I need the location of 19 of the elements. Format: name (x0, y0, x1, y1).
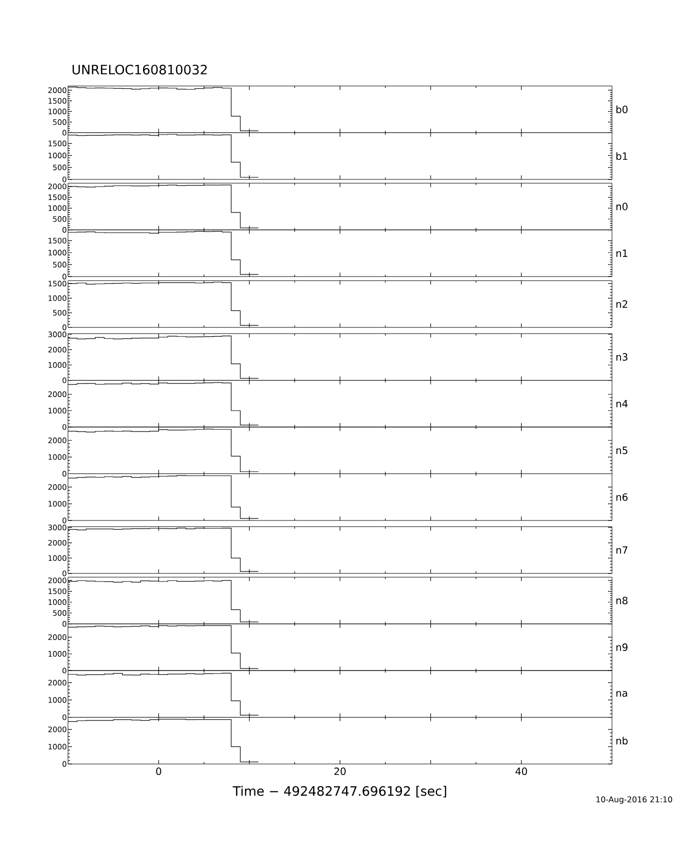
text: n8 (616, 596, 628, 604)
text: n6 (616, 493, 628, 501)
text: b0 (616, 105, 628, 114)
text: b1 (616, 152, 628, 160)
text: n3 (616, 353, 628, 361)
text: n0 (616, 202, 628, 210)
x-tick-label: 0 (156, 768, 162, 776)
text: n9 (616, 643, 628, 651)
x-tick-label: 40 (515, 768, 528, 776)
text: n7 (616, 546, 628, 554)
text: na (616, 691, 628, 697)
chart-title: UNRELOC160810032 (72, 64, 207, 74)
text: n5 (616, 446, 628, 454)
x-tick-label: 20 (334, 768, 346, 776)
text: n2 (616, 300, 628, 308)
text: n4 (616, 400, 628, 408)
x-axis-title: Time − 492482747.696192 [sec] (232, 786, 446, 798)
text: n1 (616, 250, 628, 257)
text: nb (616, 736, 628, 744)
